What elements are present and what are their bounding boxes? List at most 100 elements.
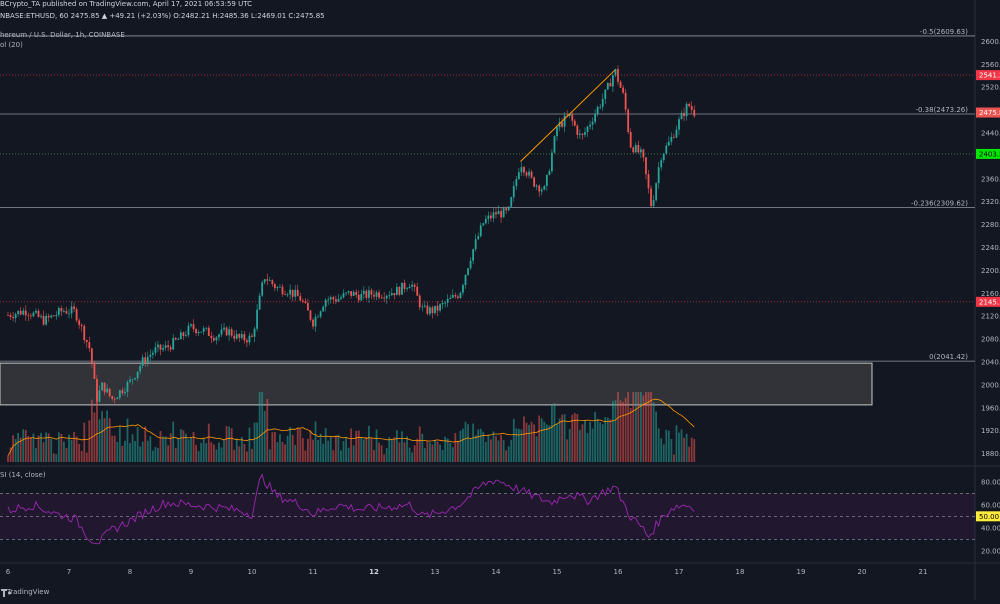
candle-body: [553, 136, 556, 153]
candle-body: [179, 332, 182, 340]
candle-body: [660, 160, 663, 168]
candle-body: [113, 398, 116, 400]
demand-zone: [0, 362, 873, 406]
fib-level-label: 0(2041.42): [929, 353, 968, 361]
volume-bar: [314, 421, 317, 462]
volume-bar: [50, 438, 53, 462]
candle-body: [665, 145, 668, 154]
volume-bar: [63, 441, 65, 462]
volume-bar: [459, 430, 462, 462]
volume-bar: [157, 448, 159, 462]
time-tick-label: 6: [6, 568, 11, 576]
volume-bar: [584, 420, 586, 462]
volume-bar: [286, 435, 289, 462]
volume-bar: [268, 449, 271, 462]
candle-body: [375, 292, 378, 297]
candle-body: [14, 314, 17, 319]
volume-bar: [60, 433, 63, 462]
volume-bar: [202, 438, 205, 462]
volume-bar: [350, 428, 353, 462]
volume-bar: [101, 411, 103, 462]
candle-body: [233, 335, 236, 339]
volume-bar: [7, 455, 9, 462]
price-tag-label: 2145.1: [979, 298, 1000, 306]
volume-bar: [421, 433, 424, 462]
volume-bar: [645, 392, 647, 462]
price-tick-label: 2000.00: [981, 381, 1000, 389]
candle-body: [650, 188, 652, 207]
candle-body: [584, 132, 586, 135]
candle-body: [263, 279, 266, 283]
candle-body: [172, 337, 175, 350]
candle-body: [63, 311, 65, 312]
rsi-tick-label: 80.00: [981, 478, 1000, 486]
volume-ma-line: [7, 398, 695, 456]
price-tick-label: 2080.00: [981, 336, 1000, 344]
volume-bar: [210, 442, 213, 462]
candle-body: [535, 185, 538, 187]
volume-bar: [291, 434, 294, 462]
candle-body: [159, 344, 162, 350]
candle-body: [370, 290, 373, 295]
volume-bar: [401, 431, 403, 462]
chart-title: hereum / U.S. Dollar, 1h, COINBASE: [0, 31, 125, 39]
candle-body: [456, 296, 459, 298]
candle-body: [169, 347, 172, 350]
volume-bar: [230, 428, 233, 462]
volume-bar: [32, 433, 35, 462]
volume-bar: [258, 392, 261, 462]
candle-body: [510, 197, 513, 207]
volume-bar: [520, 429, 523, 462]
volume-bar: [329, 436, 332, 462]
candle-body: [45, 315, 48, 325]
fib-level-label: -0.38(2473.26): [915, 106, 968, 114]
volume-bar: [487, 435, 490, 462]
candle-body: [403, 282, 406, 289]
candle-body: [294, 289, 297, 297]
time-tick-label: 21: [919, 568, 928, 576]
price-tick-label: 2440.00: [981, 130, 1000, 138]
candle-body: [17, 310, 20, 315]
candle-body: [581, 133, 584, 135]
candle-body: [317, 316, 319, 318]
candle-body: [207, 327, 210, 336]
rsi-tick-label: 40.00: [981, 524, 1000, 532]
candle-body: [195, 329, 197, 334]
volume-bar: [251, 448, 253, 462]
tradingview-logo[interactable]: [0, 584, 60, 600]
candle-body: [271, 280, 274, 285]
price-tag-box: [976, 296, 1000, 307]
candle-body: [634, 144, 637, 153]
volume-bar: [373, 450, 375, 462]
fib-level-label: -0.5(2609.63): [920, 28, 968, 36]
price-tick-label: 2120.00: [981, 313, 1000, 321]
price-tag-box: [976, 148, 1000, 159]
volume-bar: [45, 432, 48, 462]
candle-body: [355, 291, 358, 295]
candle-body: [347, 291, 350, 293]
volume-bar: [594, 411, 597, 462]
candle-body: [162, 347, 164, 350]
rsi-line: [7, 473, 695, 545]
candle-body: [291, 289, 294, 297]
volume-bar: [426, 440, 429, 462]
candle-body: [538, 185, 541, 192]
candle-body: [543, 186, 546, 190]
volume-bar: [273, 431, 276, 462]
volume-bar: [169, 433, 172, 462]
volume-bar: [599, 422, 602, 462]
ohlc-text: 2475.85 ▲ +49.21 (+2.03%) O:2482.21 H:24…: [70, 12, 325, 20]
volume-bar: [563, 414, 566, 462]
volume-bar: [510, 439, 513, 462]
volume-bar: [88, 420, 91, 462]
candle-body: [174, 337, 177, 340]
candle-body: [507, 206, 510, 211]
candle-body: [12, 317, 14, 319]
volume-bar: [347, 447, 350, 462]
volume-bar: [27, 435, 30, 462]
candle-body: [258, 295, 261, 310]
volume-bar: [80, 450, 83, 462]
volume-bar: [200, 442, 203, 462]
candle-body: [327, 299, 330, 301]
